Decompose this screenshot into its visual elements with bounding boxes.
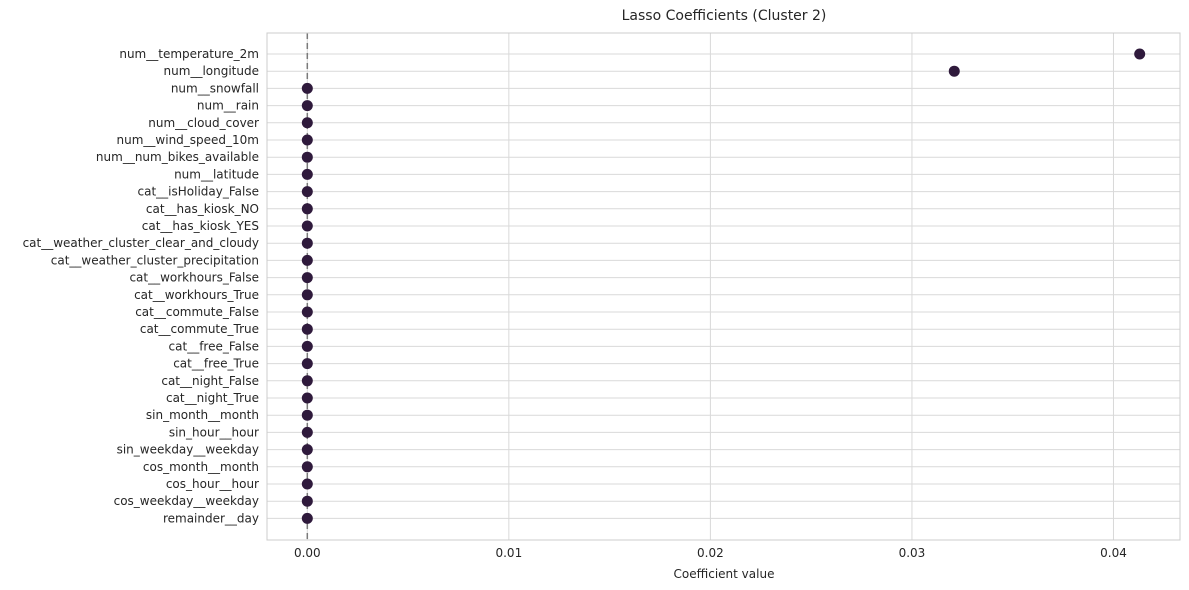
- y-tick-label: remainder__day: [163, 511, 259, 525]
- chart-title: Lasso Coefficients (Cluster 2): [622, 8, 827, 24]
- coefficient-point: [301, 495, 313, 507]
- coefficient-point: [301, 151, 313, 163]
- y-tick-label: sin_hour__hour: [169, 425, 259, 439]
- coefficient-point: [301, 117, 313, 129]
- coefficient-point: [301, 82, 313, 94]
- y-tick-label: num__num_bikes_available: [96, 150, 259, 164]
- x-tick-label: 0.01: [495, 546, 522, 560]
- x-tick-label: 0.03: [899, 546, 926, 560]
- data-points: [301, 48, 1146, 524]
- y-tick-label: cos_weekday__weekday: [114, 494, 259, 508]
- coefficient-point: [301, 358, 313, 370]
- y-tick-labels: num__temperature_2m num__longitude num__sn…: [23, 47, 259, 525]
- x-tick-labels: 0.00 0.01 0.02 0.03 0.04: [294, 546, 1127, 560]
- coefficient-point: [301, 100, 313, 112]
- coefficient-point: [301, 478, 313, 490]
- y-tick-label: cat__has_kiosk_NO: [146, 202, 259, 216]
- y-tick-label: cat__workhours_True: [134, 288, 259, 302]
- y-tick-label: cat__has_kiosk_YES: [142, 219, 259, 233]
- plot-frame: [266, 32, 1181, 541]
- coefficient-point: [301, 426, 313, 438]
- grid-lines: [267, 33, 1180, 540]
- y-tick-label: cat__free_False: [169, 339, 259, 353]
- x-axis-label: Coefficient value: [674, 567, 775, 581]
- y-tick-label: num__temperature_2m: [119, 47, 259, 61]
- coefficient-point: [301, 203, 313, 215]
- coefficient-point: [301, 444, 313, 456]
- x-tick-label: 0.04: [1100, 546, 1127, 560]
- y-tick-label: num__cloud_cover: [148, 116, 259, 130]
- coefficient-point: [301, 237, 313, 249]
- x-tick-label: 0.00: [294, 546, 321, 560]
- y-tick-label: cat__weather_cluster_clear_and_cloudy: [23, 236, 259, 250]
- y-tick-label: cat__night_False: [161, 374, 259, 388]
- coefficient-point: [301, 289, 313, 301]
- y-tick-label: num__snowfall: [171, 81, 259, 95]
- y-tick-label: cat__weather_cluster_precipitation: [51, 253, 259, 267]
- y-tick-label: sin_month__month: [146, 408, 259, 422]
- coefficient-point: [948, 65, 960, 77]
- coefficient-point: [301, 186, 313, 198]
- coefficient-point: [301, 375, 313, 387]
- coefficient-point: [301, 306, 313, 318]
- coefficient-point: [301, 168, 313, 180]
- x-tick-label: 0.02: [697, 546, 724, 560]
- y-tick-label: cat__commute_True: [140, 322, 259, 336]
- y-tick-label: num__longitude: [164, 64, 259, 78]
- y-tick-label: cat__free_True: [173, 357, 259, 371]
- coefficient-point: [301, 392, 313, 404]
- coefficient-point: [301, 272, 313, 284]
- coefficient-point: [301, 254, 313, 266]
- y-tick-label: num__latitude: [174, 167, 259, 181]
- y-tick-label: sin_weekday__weekday: [117, 443, 259, 457]
- y-tick-label: num__rain: [197, 99, 259, 113]
- y-tick-label: cos_month__month: [143, 460, 259, 474]
- y-tick-label: cat__night_True: [166, 391, 259, 405]
- coefficient-point: [301, 512, 313, 524]
- coefficient-point: [1134, 48, 1146, 60]
- coefficient-point: [301, 323, 313, 335]
- coefficient-point: [301, 134, 313, 146]
- y-tick-label: cat__workhours_False: [129, 271, 259, 285]
- y-tick-label: cat__commute_False: [135, 305, 259, 319]
- y-tick-label: cos_hour__hour: [166, 477, 259, 491]
- coefficient-point: [301, 220, 313, 232]
- coefficient-point: [301, 340, 313, 352]
- y-tick-label: cat__isHoliday_False: [138, 185, 259, 199]
- coefficient-point: [301, 461, 313, 473]
- coefficient-point: [301, 409, 313, 421]
- y-tick-label: num__wind_speed_10m: [117, 133, 259, 147]
